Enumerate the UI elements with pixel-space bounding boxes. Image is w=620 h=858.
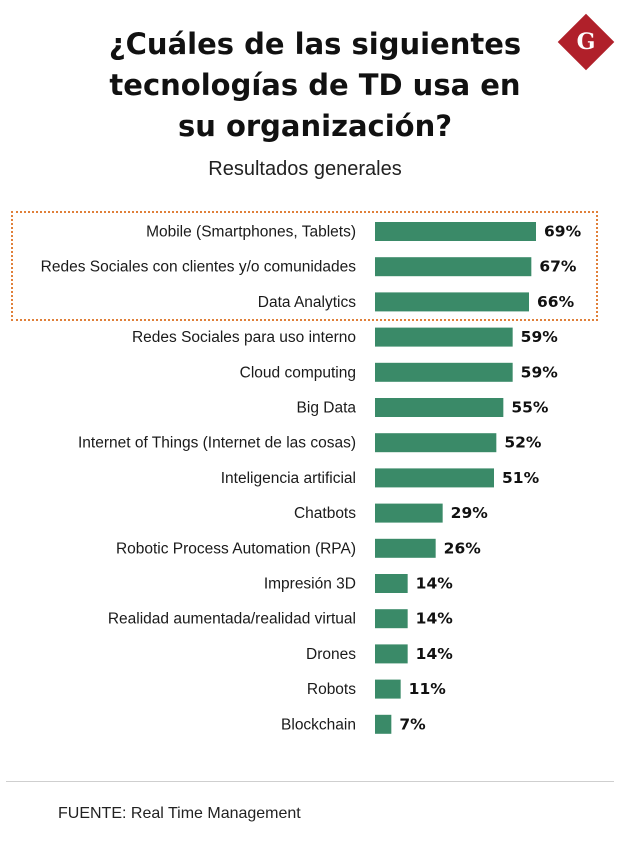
value-label: 52% — [504, 434, 542, 452]
bar — [375, 609, 408, 629]
bar — [375, 503, 443, 523]
value-label: 29% — [451, 504, 489, 522]
bar — [375, 327, 513, 347]
value-label: 67% — [539, 258, 577, 276]
value-label: 69% — [544, 223, 582, 241]
bar — [375, 222, 536, 241]
value-label: 59% — [521, 328, 559, 346]
value-label: 14% — [416, 610, 454, 628]
value-label: 51% — [502, 469, 540, 487]
category-label: Mobile (Smartphones, Tablets) — [146, 224, 356, 241]
category-label: Chatbots — [294, 505, 356, 522]
value-label: 55% — [511, 399, 549, 417]
bar — [375, 362, 513, 382]
category-label: Drones — [306, 646, 356, 663]
value-label: 66% — [537, 293, 575, 311]
category-label: Inteligencia artificial — [221, 470, 356, 487]
category-label: Redes Sociales para uso interno — [132, 329, 356, 346]
bar — [375, 257, 532, 277]
bar-chart: Mobile (Smartphones, Tablets) 69% Redes So… — [41, 222, 582, 734]
chart-title: ¿Cuáles de las siguientes tecnologías de… — [108, 27, 522, 143]
value-label: 7% — [399, 715, 426, 733]
chart-subtitle: Resultados generales — [208, 158, 402, 180]
category-label: Cloud computing — [240, 364, 356, 381]
category-label: Impresión 3D — [264, 576, 356, 593]
bar — [375, 644, 408, 664]
category-label: Redes Sociales con clientes y/o comunida… — [41, 259, 357, 276]
category-label: Blockchain — [281, 716, 356, 733]
category-label: Robots — [307, 681, 356, 698]
bar — [375, 538, 436, 558]
value-label: 11% — [409, 680, 447, 698]
highlight-box — [11, 211, 598, 321]
bar — [375, 398, 504, 417]
bar — [375, 468, 494, 488]
bar — [375, 433, 497, 453]
bar — [375, 292, 529, 312]
value-label: 14% — [416, 575, 454, 593]
category-label: Data Analytics — [258, 294, 356, 311]
bar — [375, 574, 408, 593]
category-label: Robotic Process Automation (RPA) — [116, 540, 356, 557]
source-note: FUENTE: Real Time Management — [58, 805, 301, 822]
brand-logo-letter: G — [576, 29, 596, 55]
bar — [375, 679, 401, 699]
value-label: 26% — [444, 539, 482, 557]
value-label: 59% — [521, 363, 559, 381]
category-label: Realidad aumentada/realidad virtual — [108, 611, 356, 628]
footer-divider — [6, 781, 614, 782]
category-label: Big Data — [297, 400, 357, 417]
value-label: 14% — [416, 645, 454, 663]
category-label: Internet of Things (Internet de las cosa… — [78, 435, 356, 452]
bar — [375, 714, 392, 734]
